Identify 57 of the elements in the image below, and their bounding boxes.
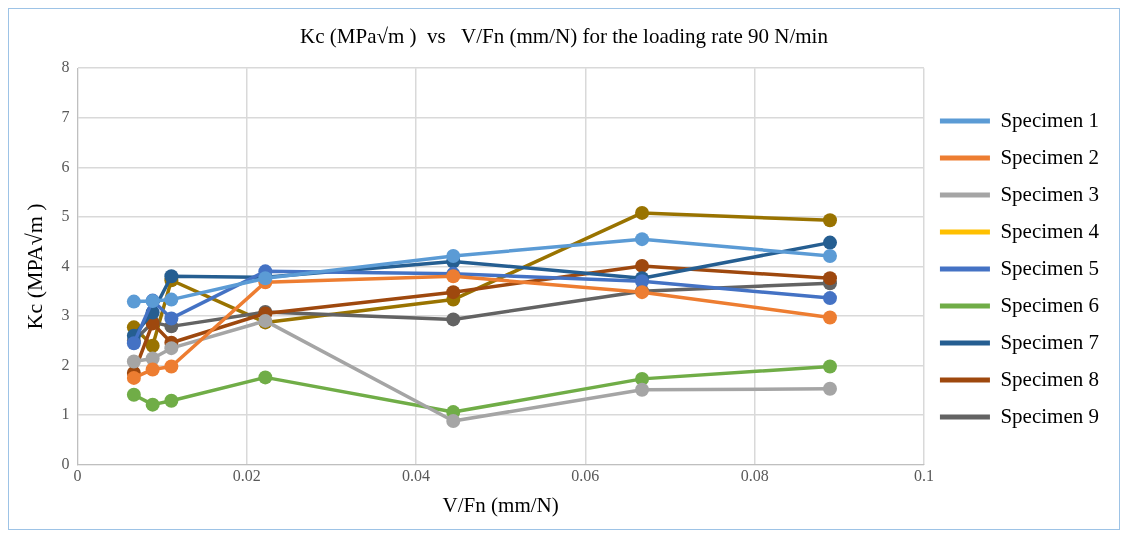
legend-label: Specimen 9 — [1000, 403, 1099, 428]
x-tick-label: 0.04 — [402, 467, 431, 485]
point — [635, 382, 650, 397]
x-tick-label: 0.06 — [571, 467, 600, 485]
point — [446, 312, 461, 327]
y-axis-title: Kc (MPA√m ) — [21, 203, 47, 330]
y-tick-label: 7 — [61, 107, 70, 125]
point — [822, 310, 837, 325]
point — [635, 258, 650, 273]
x-tick-label: 0 — [73, 467, 82, 485]
point — [446, 249, 461, 263]
point — [635, 205, 650, 220]
point — [126, 387, 141, 402]
legend-label: Specimen 1 — [1000, 107, 1099, 132]
legend-label: Specimen 6 — [1000, 292, 1099, 317]
y-tick-label: 1 — [61, 405, 70, 423]
point — [164, 359, 179, 374]
legend-label: Specimen 2 — [1000, 144, 1099, 169]
legend-label: Specimen 5 — [1000, 255, 1099, 280]
point — [164, 393, 179, 408]
point — [822, 235, 837, 250]
y-tick-label: 4 — [61, 256, 70, 274]
legend-label: Specimen 3 — [1000, 181, 1099, 206]
point — [822, 359, 837, 374]
point — [164, 311, 179, 326]
point — [164, 341, 179, 356]
point — [126, 354, 141, 369]
x-axis-title: V/Fn (mm/N) — [442, 492, 559, 517]
point — [145, 338, 160, 353]
legend-label: Specimen 7 — [1000, 329, 1099, 354]
y-tick-label: 5 — [61, 207, 70, 225]
chart-title: Kc (MPa√m ) vs V/Fn (mm/N) for the loading rate 90 N/min — [300, 24, 829, 49]
legend-label: Specimen 4 — [1000, 218, 1100, 243]
y-tick-label: 0 — [61, 454, 70, 472]
x-tick-label: 0.02 — [232, 467, 261, 485]
point — [164, 292, 179, 307]
point — [822, 249, 837, 263]
point — [822, 213, 837, 228]
point — [822, 291, 837, 306]
point — [446, 285, 461, 300]
y-tick-label: 8 — [61, 58, 70, 76]
point — [145, 397, 160, 412]
x-tick-label: 0.1 — [913, 467, 934, 485]
point — [822, 271, 837, 286]
point — [126, 370, 141, 385]
point — [145, 362, 160, 377]
legend-label: Specimen 8 — [1000, 366, 1099, 391]
point — [446, 414, 461, 428]
x-tick-label: 0.08 — [740, 467, 769, 485]
point — [164, 269, 179, 284]
point — [822, 381, 837, 396]
point — [258, 370, 273, 385]
y-tick-label: 6 — [61, 157, 70, 175]
point — [126, 294, 141, 309]
y-tick-label: 3 — [61, 306, 70, 324]
point — [635, 232, 650, 247]
y-tick-label: 2 — [61, 355, 70, 373]
